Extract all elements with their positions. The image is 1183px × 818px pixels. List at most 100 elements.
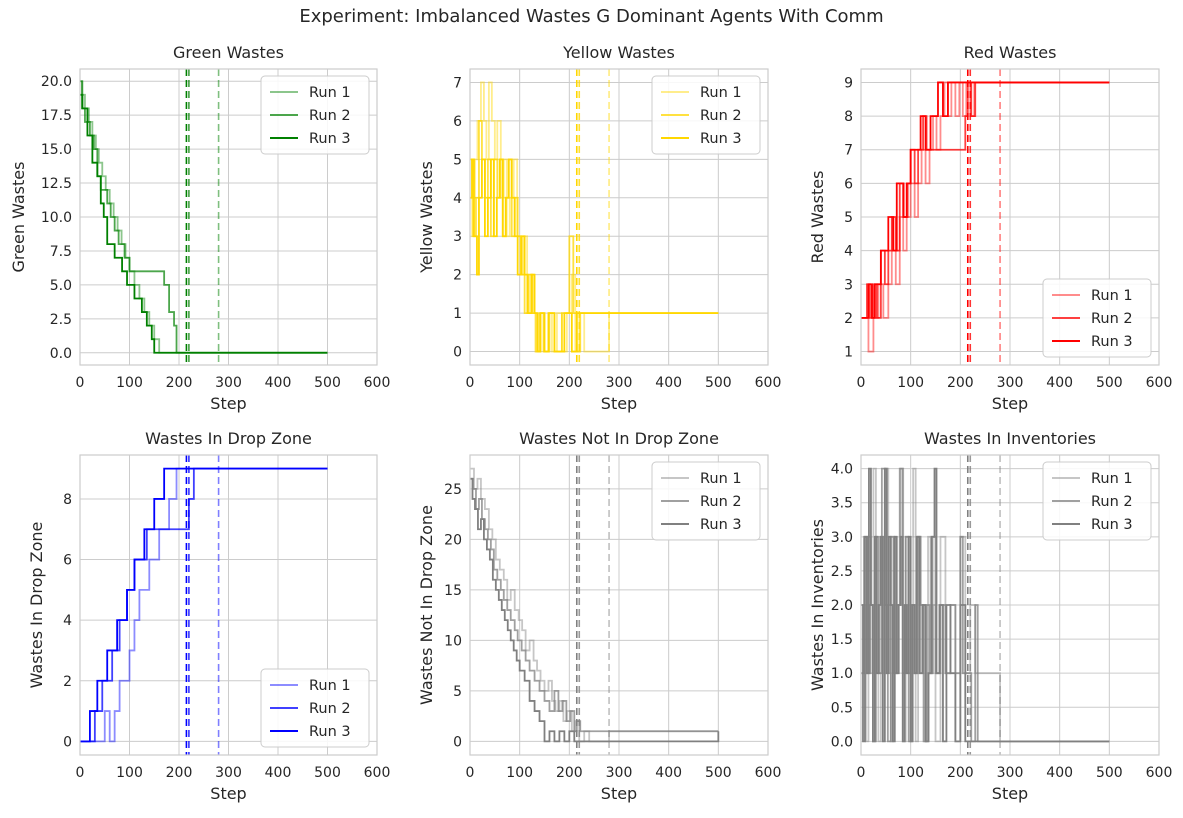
series-line-run-3 [470, 158, 719, 353]
y-tick-label: 2 [844, 311, 853, 327]
plot-frame [79, 454, 378, 756]
y-tick-label: 17.5 [41, 108, 72, 124]
y-tick-label: 10 [444, 633, 462, 649]
y-tick-label: 1 [844, 345, 853, 361]
x-tick-label: 0 [857, 375, 866, 391]
y-tick-label: 6 [63, 553, 72, 569]
y-tick-label: 25 [444, 482, 462, 498]
y-tick-label: 2 [63, 674, 72, 690]
x-tick-label: 300 [606, 375, 633, 391]
y-tick-label: 4 [63, 613, 72, 629]
x-tick-label: 100 [506, 375, 533, 391]
plot-frame [469, 454, 769, 756]
legend-box [260, 668, 370, 748]
x-tick-label: 100 [897, 765, 924, 781]
x-tick-label: 500 [314, 375, 341, 391]
y-axis-label: Yellow Wastes [417, 161, 436, 274]
x-tick-label: 500 [1096, 375, 1123, 391]
series-group [80, 69, 328, 365]
legend: Run 1 Run 2 Run 3 [260, 75, 370, 155]
x-tick-label: 200 [166, 375, 193, 391]
x-tick-label: 600 [755, 765, 782, 781]
y-tick-label: 5 [844, 210, 853, 226]
x-tick-label: 0 [466, 375, 475, 391]
subplot-title: Wastes In Inventories [924, 429, 1096, 448]
y-tick-label: 15.0 [41, 142, 72, 158]
y-tick-label: 3 [453, 229, 462, 245]
x-tick-label: 600 [755, 375, 782, 391]
subplot-4: 0 100 200 300 400 500 600 0 2 4 6 8 Wastes In Drop Z… [27, 429, 390, 803]
legend-box [260, 75, 370, 155]
y-tick-label: 6 [453, 114, 462, 130]
legend-box [651, 461, 761, 541]
y-tick-label: 9 [844, 75, 853, 91]
y-tick-label: 3 [844, 277, 853, 293]
series-line-run-3 [861, 81, 1110, 319]
series-group [470, 455, 720, 755]
subplot-6: 0 100 200 300 400 500 600 0.0 0.5 1.0 1.5 2.0 2.5 3.0… [808, 429, 1172, 803]
legend-label-run-2: Run 2 [309, 701, 351, 717]
y-tick-label: 20 [444, 532, 462, 548]
x-axis-label: Step [992, 784, 1028, 803]
plot-frame [860, 68, 1160, 366]
y-tick-label: 7 [844, 143, 853, 159]
x-tick-label: 500 [705, 765, 732, 781]
series-line-run-3 [80, 93, 328, 354]
y-tick-label: 10.0 [41, 210, 72, 226]
series-group [861, 455, 1110, 755]
x-tick-label: 300 [606, 765, 633, 781]
y-tick-label: 2.0 [831, 598, 853, 614]
legend-label-run-1: Run 1 [1091, 471, 1133, 487]
x-tick-label: 100 [116, 765, 143, 781]
series-line-run-1 [80, 467, 328, 743]
y-tick-label: 5 [453, 152, 462, 168]
plot-frame [469, 68, 769, 366]
plot-frame [79, 68, 378, 366]
x-tick-label: 300 [215, 765, 242, 781]
plot-frame [860, 454, 1160, 756]
legend: Run 1 Run 2 Run 3 [260, 668, 370, 748]
x-tick-label: 600 [364, 375, 391, 391]
x-tick-label: 400 [265, 375, 292, 391]
x-tick-label: 400 [265, 765, 292, 781]
legend-label-run-3: Run 3 [309, 131, 351, 147]
x-tick-label: 400 [655, 375, 682, 391]
series-group [80, 455, 328, 755]
legend-label-run-1: Run 1 [700, 471, 742, 487]
series-line-run-1 [470, 81, 719, 353]
x-tick-label: 400 [1046, 375, 1073, 391]
legend-label-run-3: Run 3 [1091, 334, 1133, 350]
y-tick-label: 20.0 [41, 74, 72, 90]
subplot-1: 0 100 200 300 400 500 600 0.0 2.5 5.0 7.5 10.0 12.5 1… [9, 43, 390, 413]
x-tick-label: 300 [997, 765, 1024, 781]
x-tick-label: 500 [314, 765, 341, 781]
legend: Run 1 Run 2 Run 3 [1042, 461, 1152, 541]
x-tick-label: 200 [947, 765, 974, 781]
legend-label-run-2: Run 2 [700, 494, 742, 510]
series-line-run-3 [861, 467, 1110, 743]
y-tick-label: 12.5 [41, 176, 72, 192]
y-tick-label: 0 [453, 734, 462, 750]
x-axis-label: Step [210, 394, 246, 413]
figure-title: Experiment: Imbalanced Wastes G Dominant… [299, 6, 884, 27]
y-tick-label: 1 [453, 306, 462, 322]
legend-label-run-2: Run 2 [309, 108, 351, 124]
y-axis-label: Green Wastes [9, 162, 28, 273]
legend-label-run-2: Run 2 [700, 108, 742, 124]
subplot-5: 0 100 200 300 400 500 600 0 5 10 15 20 25 Wastes Not … [417, 429, 781, 803]
legend-box [1042, 278, 1152, 358]
legend-label-run-3: Run 3 [1091, 517, 1133, 533]
y-tick-label: 0.0 [50, 346, 72, 362]
series-line-run-2 [470, 477, 719, 733]
x-tick-label: 0 [857, 765, 866, 781]
x-tick-label: 600 [1146, 765, 1173, 781]
series-line-run-2 [80, 80, 328, 354]
series-group [470, 69, 719, 365]
subplot-title: Red Wastes [964, 43, 1057, 62]
y-tick-label: 5 [453, 684, 462, 700]
subplot-title: Wastes Not In Drop Zone [519, 429, 719, 448]
legend-label-run-2: Run 2 [1091, 494, 1133, 510]
legend-label-run-2: Run 2 [1091, 311, 1133, 327]
y-tick-label: 4 [453, 191, 462, 207]
legend-label-run-1: Run 1 [309, 85, 351, 101]
